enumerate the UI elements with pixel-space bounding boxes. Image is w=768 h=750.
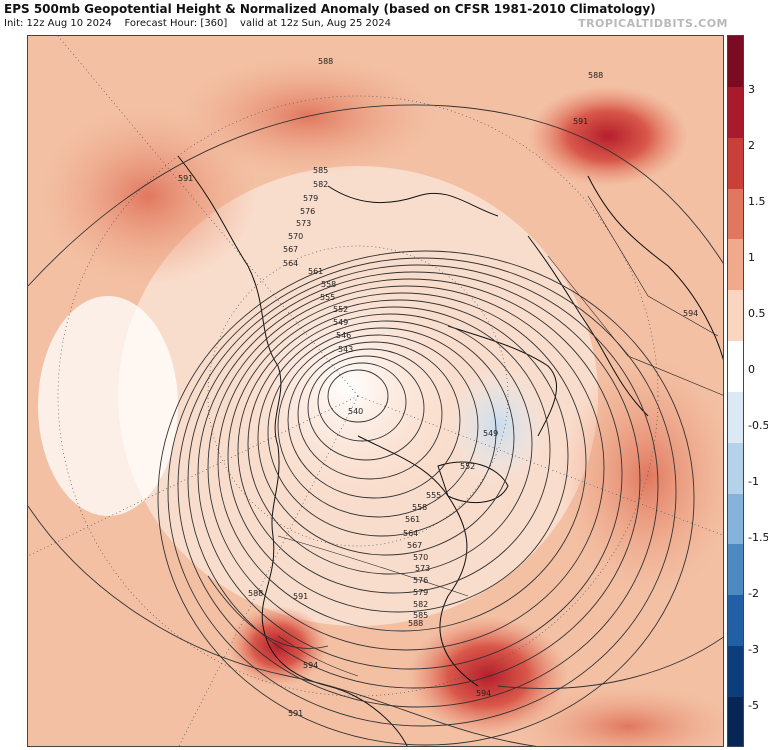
height-contour: [257, 320, 515, 556]
anomaly-map: 588 588 591 591 585 582 579 576 573 570 567 564 561 5…: [27, 35, 724, 747]
brand-watermark: TROPICALTIDBITS.COM: [578, 17, 728, 30]
contour-label: 561: [308, 267, 323, 276]
contour-label: 540: [348, 407, 363, 416]
contour-label: 594: [683, 309, 698, 318]
contour-label: 576: [300, 207, 315, 216]
forecast-hour: Forecast Hour: [360]: [124, 18, 228, 29]
colorbar-tick-label: -1: [748, 475, 759, 488]
height-contour: [247, 313, 533, 575]
contour-label: 591: [178, 174, 193, 183]
colorbar-segment: [728, 595, 743, 647]
contour-label: 552: [460, 462, 475, 471]
contour-label: 561: [405, 515, 420, 524]
height-contour: [28, 505, 537, 746]
colorbar-segment: [728, 290, 743, 342]
contour-label: 585: [413, 611, 428, 620]
contour-label: 594: [303, 661, 318, 670]
height-contour: [317, 362, 407, 442]
colorbar-segment: [728, 696, 743, 746]
height-contour: [187, 271, 641, 689]
height-contour: [307, 355, 425, 461]
contour-label: 558: [412, 503, 427, 512]
contour-label: 588: [248, 589, 263, 598]
contour-label: 546: [336, 331, 351, 340]
anomaly-colorbar: [727, 35, 744, 747]
contour-label: 549: [333, 318, 348, 327]
colorbar-segment: [728, 493, 743, 545]
contour-label: 558: [321, 280, 336, 289]
colorbar-tick-label: -3: [748, 643, 759, 656]
height-contour: [167, 257, 677, 727]
colorbar-segment: [728, 239, 743, 291]
colorbar-tick-label: -2: [748, 587, 759, 600]
colorbar-tick-label: 1: [748, 251, 755, 264]
valid-time: valid at 12z Sun, Aug 25 2024: [240, 18, 391, 29]
colorbar-tick-label: 0.5: [748, 307, 766, 320]
contour-label: 579: [303, 194, 318, 203]
colorbar-segment: [728, 544, 743, 596]
height-contour: [327, 369, 389, 423]
colorbar-segment: [728, 646, 743, 697]
contour-label: 591: [288, 709, 303, 718]
contour-label: 543: [338, 345, 353, 354]
height-contour: [217, 292, 587, 632]
contour-label: 567: [283, 245, 298, 254]
contour-label: 588: [318, 57, 333, 66]
contour-label: 549: [483, 429, 498, 438]
colorbar-tick-label: 0: [748, 363, 755, 376]
colorbar-segment: [728, 442, 743, 494]
contour-label: 585: [313, 166, 328, 175]
contour-label: 564: [403, 529, 418, 538]
contour-label: 594: [476, 689, 491, 698]
colorbar-segment: [728, 86, 743, 138]
contour-label: 588: [408, 619, 423, 628]
height-contour: [28, 104, 723, 287]
colorbar-tick-label: -1.5: [748, 531, 768, 544]
height-contour: [277, 334, 479, 518]
map-canvas: 588 588 591 591 585 582 579 576 573 570 567 564 561 5…: [28, 36, 723, 746]
contour-label: 555: [320, 293, 335, 302]
contour-label: 567: [407, 541, 422, 550]
map-subtitle: Init: 12z Aug 10 2024 Forecast Hour: [36…: [4, 18, 391, 29]
contour-label: 555: [426, 491, 441, 500]
contour-label: 570: [413, 553, 428, 562]
colorbar-segment: [728, 137, 743, 189]
colorbar-tick-label: 2: [748, 139, 755, 152]
height-contour: [207, 285, 605, 651]
contour-label: 591: [573, 117, 588, 126]
colorbar-segment: [728, 341, 743, 392]
contour-label: 564: [283, 259, 298, 268]
contour-label: 573: [296, 219, 311, 228]
colorbar-tick-label: -5: [748, 699, 759, 712]
contour-label: 582: [413, 600, 428, 609]
colorbar-tick-label: 1.5: [748, 195, 766, 208]
height-contour: [177, 264, 659, 708]
colorbar-segment: [728, 391, 743, 443]
contour-label: 582: [313, 180, 328, 189]
contour-label: 588: [588, 71, 603, 80]
height-contour: [157, 250, 695, 746]
colorbar-segment: [728, 36, 743, 87]
contour-label: 570: [288, 232, 303, 241]
height-contour: [297, 348, 443, 480]
contour-label: 579: [413, 588, 428, 597]
contour-label: 576: [413, 576, 428, 585]
contour-label: 573: [415, 564, 430, 573]
map-title: EPS 500mb Geopotential Height & Normaliz…: [4, 2, 656, 16]
init-time: Init: 12z Aug 10 2024: [4, 18, 112, 29]
height-contour: [267, 327, 497, 537]
height-contour: [497, 636, 723, 689]
colorbar-segment: [728, 188, 743, 240]
height-contour: [207, 575, 329, 649]
height-contour: [197, 278, 623, 670]
height-contour: [227, 299, 569, 613]
height-contour: [287, 341, 461, 499]
contour-label: 552: [333, 305, 348, 314]
colorbar-tick-label: -0.5: [748, 419, 768, 432]
contour-label: 591: [293, 592, 308, 601]
height-contour: [237, 306, 551, 594]
colorbar-tick-label: 3: [748, 83, 755, 96]
